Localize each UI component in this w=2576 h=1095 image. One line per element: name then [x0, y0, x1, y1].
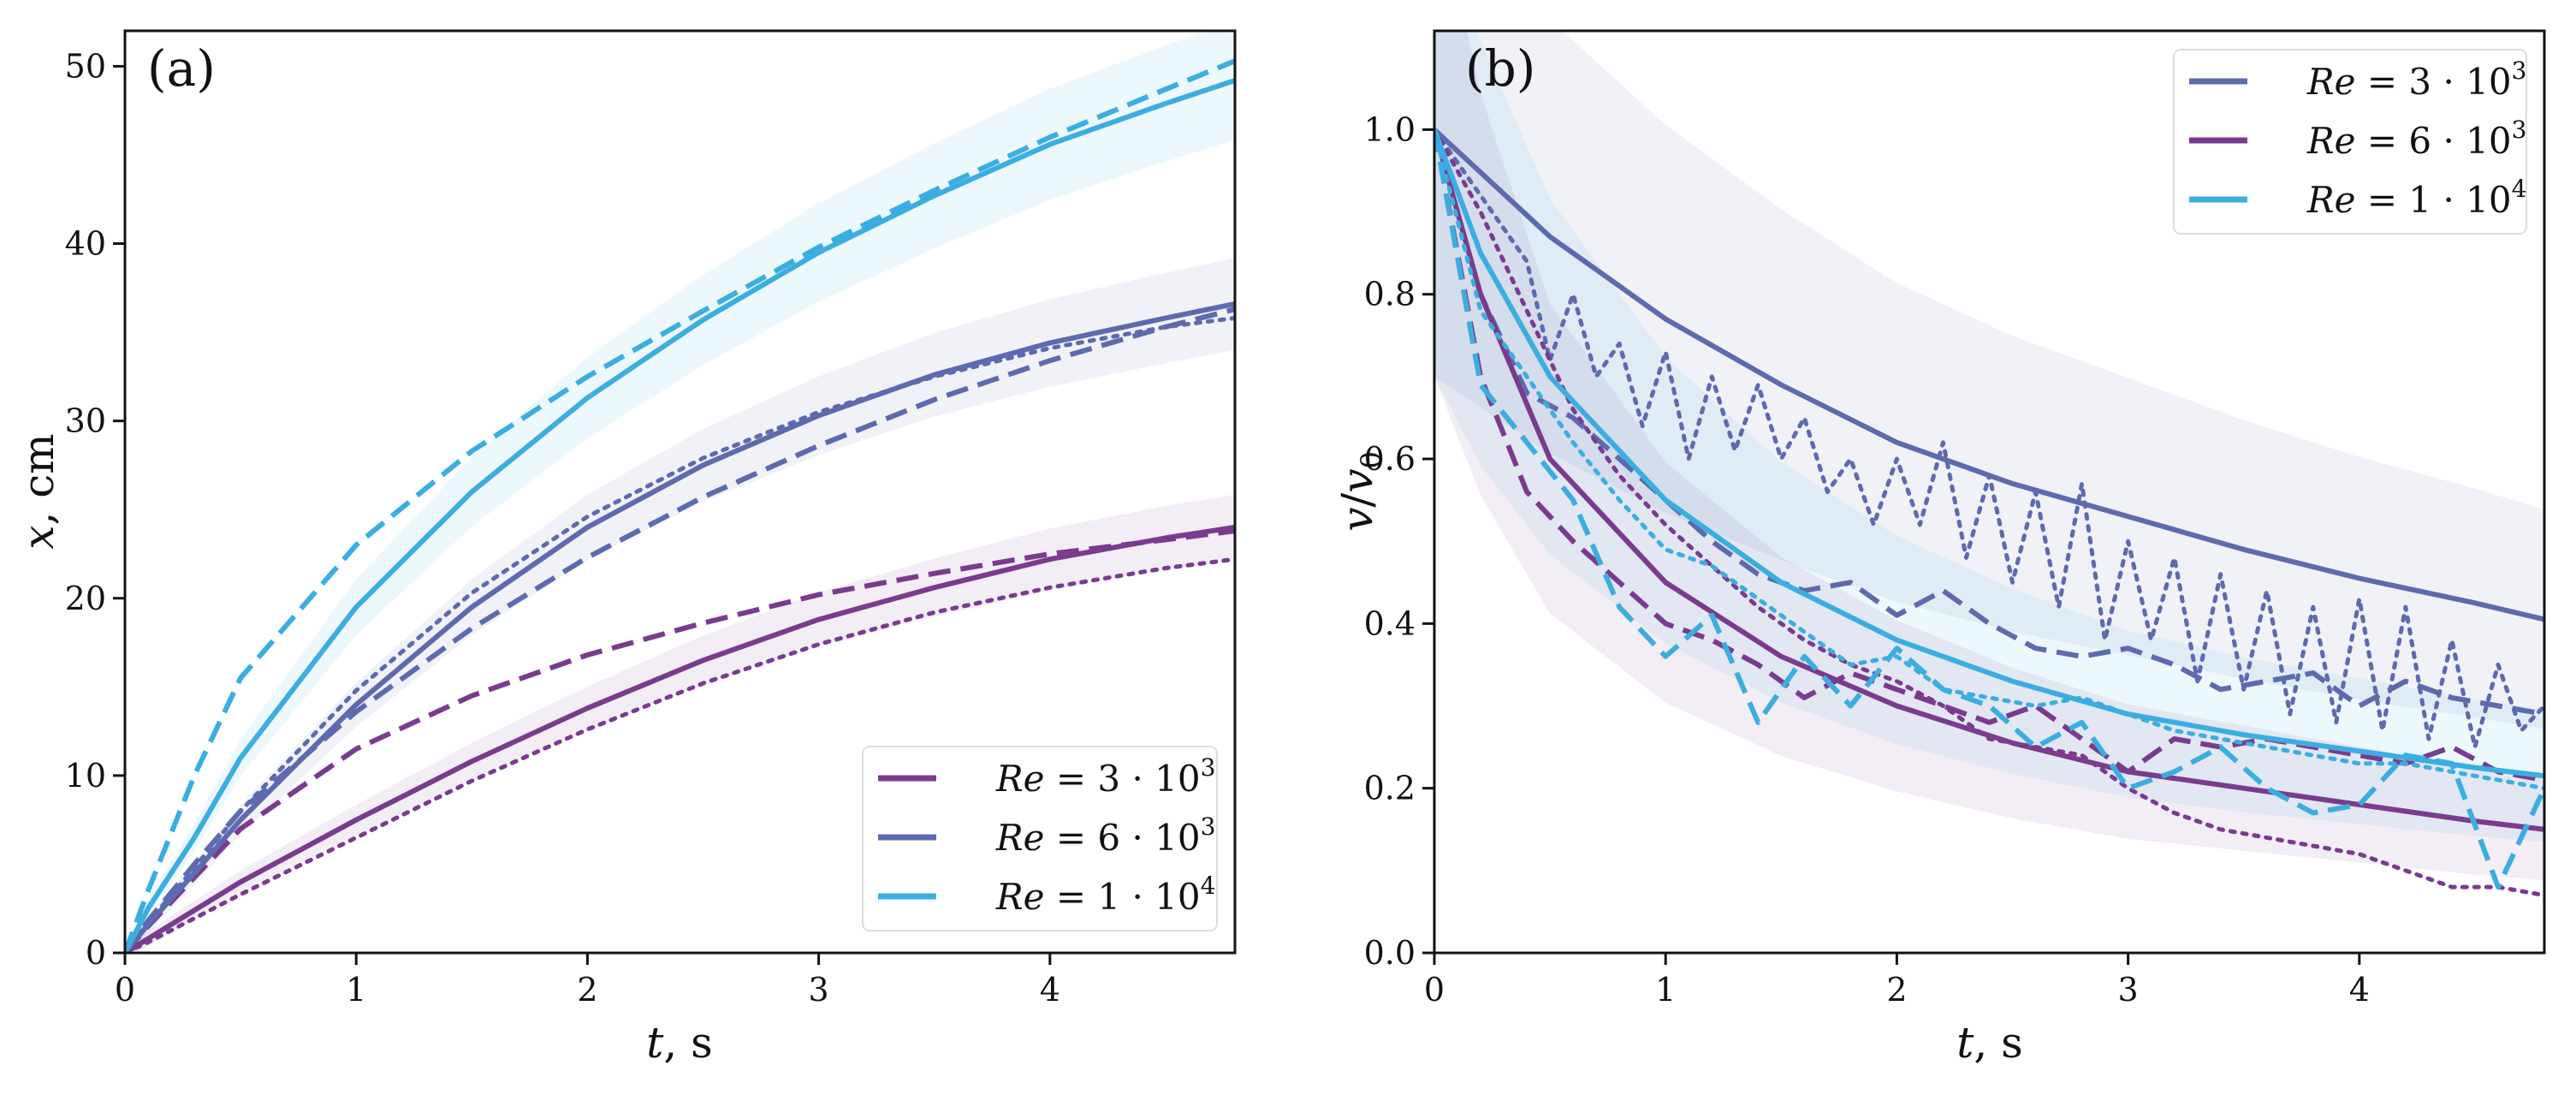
- y-tick-label-a-2: 20: [65, 580, 106, 617]
- series-line-a-5: [125, 316, 1235, 953]
- legend-b: Re = 3 · 103 Re = 6 · 103 Re = 1 · 104: [2173, 49, 2527, 235]
- series-line-a-4: [125, 306, 1235, 953]
- y-tick-label-a-5: 50: [65, 47, 106, 85]
- series-line-a-6: [125, 78, 1235, 953]
- y-tick-label-a-4: 40: [65, 225, 106, 263]
- y-tick-label-b-5: 1.0: [1364, 110, 1416, 148]
- x-tick-label-a-0: 0: [115, 971, 135, 1009]
- y-ticks-a: 0 10 20 30 40 50: [65, 47, 125, 972]
- legend-entry-a-2: Re = 1 · 104: [878, 872, 1215, 918]
- x-tick-label-b-0: 0: [1424, 971, 1445, 1009]
- axes-frame-a: [123, 29, 1237, 955]
- series-line-a-7: [125, 58, 1235, 953]
- series-line-b-8: [1434, 127, 2544, 791]
- legend-entry-a-0: Re = 3 · 103: [878, 753, 1215, 800]
- legend-label-b-2: Re = 1 · 104: [2306, 175, 2526, 221]
- y-tick-label-b-2: 0.4: [1364, 604, 1416, 642]
- band-a-6: [125, 31, 1235, 953]
- x-tick-label-b-4: 4: [2349, 971, 2370, 1009]
- x-ticks-b: 0 1 2 3 4: [1424, 953, 2370, 1009]
- series-line-b-4: [1434, 128, 2544, 783]
- legend-entry-b-0: Re = 3 · 103: [2189, 57, 2526, 103]
- legend-a: Re = 3 · 103 Re = 6 · 103 Re = 1 · 104: [862, 746, 1218, 931]
- series-line-b-0: [1434, 128, 2544, 622]
- band-b-6: [1434, 31, 2544, 842]
- y-tick-label-b-1: 0.2: [1364, 770, 1416, 807]
- band-b-3: [1434, 31, 2544, 881]
- y-tick-label-a-1: 10: [65, 757, 106, 794]
- series-line-b-6: [1434, 128, 2544, 779]
- legend-label-b-1: Re = 6 · 103: [2306, 116, 2526, 162]
- x-tick-label-a-2: 2: [577, 971, 597, 1009]
- y-axis-label-a: x, cm: [14, 433, 63, 549]
- legend-entry-b-1: Re = 6 · 103: [2189, 116, 2526, 162]
- series-line-b-1: [1434, 128, 2544, 717]
- y-ticks-b: 0.0 0.2 0.4 0.6 0.8 1.0: [1364, 110, 1434, 972]
- legend-label-a-2: Re = 1 · 104: [995, 872, 1215, 918]
- panel-label-b: (b): [1465, 39, 1535, 98]
- legend-box-b: [2173, 49, 2527, 235]
- panel-label-a: (a): [147, 39, 216, 98]
- x-tick-label-a-3: 3: [809, 971, 829, 1009]
- legend-label-b-0: Re = 3 · 103: [2306, 57, 2526, 103]
- x-tick-label-a-4: 4: [1040, 971, 1060, 1009]
- y-tick-label-b-0: 0.0: [1364, 934, 1416, 972]
- panel-a: 0 1 2 3 4 0 10 20 30 40 50 (a) t, s x, cm Re = 3 …: [14, 29, 1237, 1068]
- y-tick-label-a-3: 30: [65, 402, 106, 440]
- x-ticks-a: 0 1 2 3 4: [115, 953, 1060, 1009]
- y-tick-label-b-3: 0.6: [1364, 440, 1416, 478]
- series-line-b-5: [1434, 127, 2544, 898]
- series-lines-b: [1434, 127, 2544, 898]
- series-line-a-3: [125, 301, 1235, 953]
- series-line-b-7: [1434, 128, 2544, 890]
- x-axis-label-b: t, s: [1956, 1018, 2023, 1068]
- y-tick-label-a-0: 0: [86, 934, 106, 972]
- series-line-a-0: [125, 524, 1235, 953]
- y-tick-label-b-4: 0.8: [1364, 276, 1416, 313]
- x-tick-label-a-1: 1: [346, 971, 366, 1009]
- panel-b: 0 1 2 3 4 0.0 0.2 0.4 0.6 0.8 1.0 (b) t, s v/v0 R…: [1333, 29, 2546, 1068]
- legend-label-a-0: Re = 3 · 103: [995, 753, 1215, 800]
- axes-frame-b: [1433, 29, 2546, 955]
- series-line-a-2: [125, 556, 1235, 953]
- x-tick-label-b-2: 2: [1886, 971, 1907, 1009]
- legend-box-a: [862, 746, 1218, 931]
- x-tick-label-b-3: 3: [2118, 971, 2139, 1009]
- series-line-b-3: [1434, 128, 2544, 832]
- x-axis-label-a: t, s: [646, 1018, 713, 1068]
- legend-entry-b-2: Re = 1 · 104: [2189, 175, 2526, 221]
- series-line-b-2: [1434, 127, 2544, 750]
- legend-label-a-1: Re = 6 · 103: [995, 812, 1215, 859]
- y-axis-label-b: v/v0: [1333, 451, 1387, 532]
- legend-entry-a-1: Re = 6 · 103: [878, 812, 1215, 859]
- series-lines-a: [125, 58, 1235, 953]
- series-line-a-1: [125, 528, 1235, 953]
- x-tick-label-b-1: 1: [1655, 971, 1676, 1009]
